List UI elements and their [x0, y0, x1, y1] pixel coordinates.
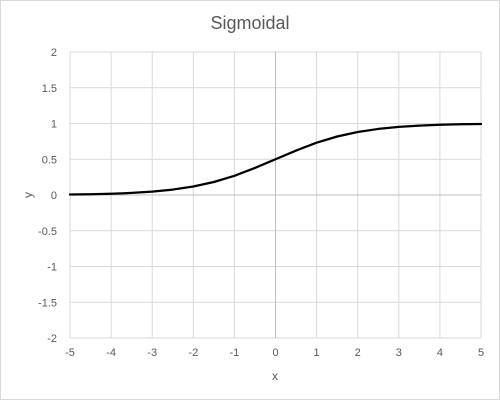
series-layer	[68, 122, 483, 196]
y-tick-label: 0.5	[42, 154, 57, 166]
zero-axes	[70, 52, 481, 338]
x-tick-label: 2	[355, 347, 361, 359]
x-tick-label: 5	[478, 347, 484, 359]
y-tick-label: 1	[51, 119, 57, 131]
x-tick-label: -2	[188, 347, 198, 359]
x-tick-label: 4	[437, 347, 443, 359]
y-tick-label: -1.5	[38, 297, 57, 309]
x-tick-label: 3	[396, 347, 402, 359]
y-tick-label: -0.5	[38, 226, 57, 238]
x-tick-label: -1	[230, 347, 240, 359]
x-tick-label: 0	[272, 347, 278, 359]
y-tick-label: 2	[51, 47, 57, 59]
x-tick-label: -4	[106, 347, 116, 359]
y-tick-label: -1	[47, 262, 57, 274]
tick-labels: -5 -4 -3 -2 -1 0 1 2 3 4 5 -2 -1.5 -1 -0.5 0 0.5 1 1.5 2	[38, 47, 484, 359]
y-tick-label: 1.5	[42, 83, 57, 95]
y-axis-title: y	[21, 192, 35, 198]
x-tick-label: -3	[147, 347, 157, 359]
y-tick-label: 0	[51, 190, 57, 202]
chart-title: Sigmoidal	[210, 13, 289, 33]
x-axis-title: x	[272, 369, 278, 383]
x-tick-label: -5	[65, 347, 75, 359]
x-tick-label: 1	[314, 347, 320, 359]
sigmoid-series-line	[68, 122, 483, 196]
y-tick-label: -2	[47, 333, 57, 345]
